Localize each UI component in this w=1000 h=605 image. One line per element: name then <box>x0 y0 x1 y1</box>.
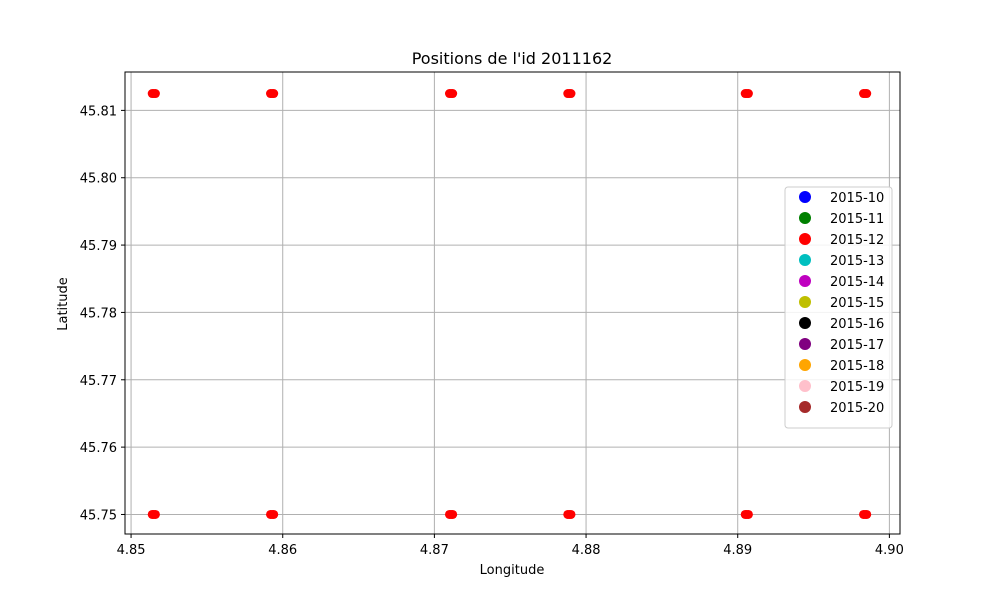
data-point <box>448 89 458 99</box>
legend-marker <box>799 296 811 308</box>
x-axis-label: Longitude <box>480 563 545 578</box>
legend-marker <box>799 275 811 287</box>
chart-title: Positions de l'id 2011162 <box>412 49 613 68</box>
y-tick-label: 45.75 <box>80 508 117 523</box>
x-tick-label: 4.89 <box>723 543 752 558</box>
x-tick-label: 4.88 <box>572 543 601 558</box>
legend-marker <box>799 233 811 245</box>
y-tick-label: 45.77 <box>80 374 117 389</box>
data-point <box>566 89 576 99</box>
x-tick-label: 4.85 <box>117 543 146 558</box>
x-axis-ticks: 4.85 4.86 4.87 4.88 4.89 4.90 <box>117 534 904 558</box>
legend-label: 2015-17 <box>830 338 884 353</box>
legend-marker <box>799 380 811 392</box>
y-tick-label: 45.81 <box>80 104 117 119</box>
legend-label: 2015-10 <box>830 191 884 206</box>
legend-marker <box>799 254 811 266</box>
data-point <box>150 509 160 519</box>
y-tick-label: 45.79 <box>80 239 117 254</box>
y-axis-ticks: 45.75 45.76 45.77 45.78 45.79 45.80 45.81 <box>80 104 125 523</box>
x-tick-label: 4.90 <box>875 543 904 558</box>
legend-marker <box>799 191 811 203</box>
data-point <box>269 509 279 519</box>
x-tick-label: 4.87 <box>420 543 449 558</box>
legend-label: 2015-15 <box>830 296 884 311</box>
legend-marker <box>799 317 811 329</box>
legend-marker <box>799 401 811 413</box>
legend-label: 2015-20 <box>830 401 884 416</box>
data-point <box>566 509 576 519</box>
data-point <box>862 89 872 99</box>
data-points <box>147 89 872 519</box>
legend-label: 2015-18 <box>830 359 884 374</box>
y-tick-label: 45.80 <box>80 172 117 187</box>
data-point <box>448 509 458 519</box>
y-axis-label: Latitude <box>56 277 71 331</box>
legend-marker <box>799 338 811 350</box>
legend-label: 2015-14 <box>830 275 884 290</box>
data-point <box>743 509 753 519</box>
x-tick-label: 4.86 <box>268 543 297 558</box>
legend-label: 2015-13 <box>830 254 884 269</box>
data-point <box>743 89 753 99</box>
legend-box <box>784 186 893 429</box>
data-point <box>150 89 160 99</box>
legend-label: 2015-16 <box>830 317 884 332</box>
grid-lines <box>125 72 900 534</box>
legend-label: 2015-11 <box>830 212 884 227</box>
plot-area-frame <box>124 71 901 535</box>
legend-label: 2015-12 <box>830 233 884 248</box>
legend-marker <box>799 359 811 371</box>
y-tick-label: 45.76 <box>80 441 117 456</box>
legend-marker <box>799 212 811 224</box>
legend-label: 2015-19 <box>830 380 884 395</box>
y-tick-label: 45.78 <box>80 306 117 321</box>
legend: 2015-10 2015-11 2015-12 2015-13 2015-14 2015-… <box>784 186 893 429</box>
data-point <box>269 89 279 99</box>
data-point <box>862 509 872 519</box>
